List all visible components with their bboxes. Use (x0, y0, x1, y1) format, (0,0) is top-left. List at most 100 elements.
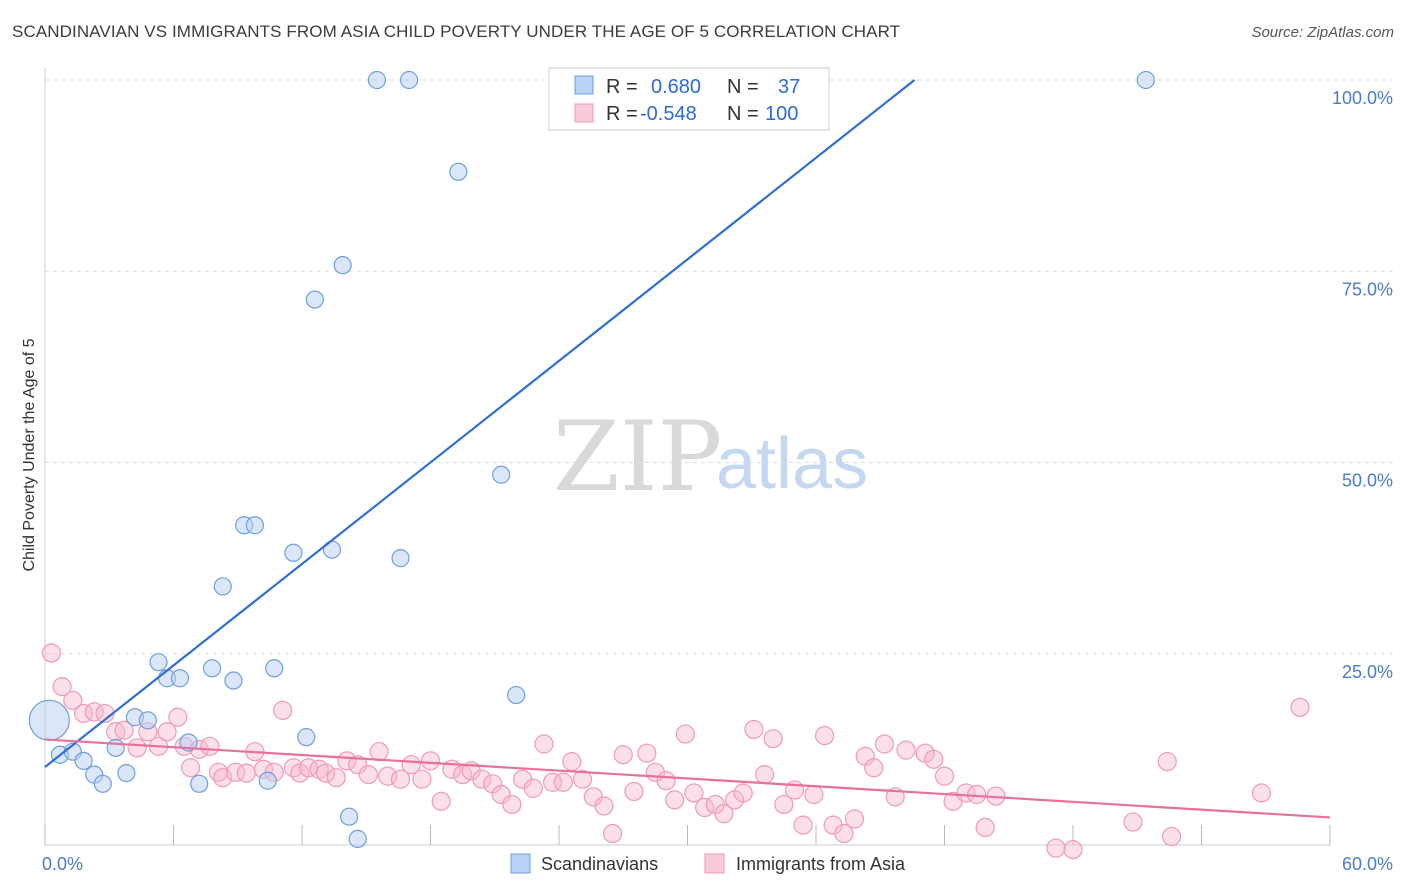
y-tick-labels: 25.0% 50.0% 75.0% 100.0% (1332, 88, 1393, 682)
series-legend: Scandinavians Immigrants from Asia (510, 853, 906, 874)
scandinavians-point-13 (179, 733, 198, 752)
asia-point-38 (412, 769, 432, 789)
legend-n-value-1: 37 (778, 76, 800, 98)
asia-point-77 (804, 784, 824, 805)
scandinavians-point-19 (245, 516, 264, 535)
asia-point-37 (401, 755, 421, 775)
source-label: Source: ZipAtlas.com (1251, 24, 1394, 41)
asia-point-83 (864, 758, 884, 778)
scandinavians-point-28 (348, 829, 367, 848)
legend-swatch-scandinavians (574, 75, 594, 95)
trend-line-asia (44, 738, 1331, 819)
scandinavians-point-9 (138, 711, 157, 730)
asia-point-8 (127, 738, 147, 758)
asia-point-33 (358, 765, 378, 785)
legend-r-value-1: 0.680 (651, 76, 701, 98)
asia-point-32 (348, 755, 368, 775)
bottom-legend-scandinavians: Scandinavians (541, 854, 658, 874)
asia-point-80 (834, 823, 854, 844)
asia-point-36 (390, 769, 411, 789)
asia-point-100 (1251, 783, 1272, 803)
y-tick-label-0: 25.0% (1342, 662, 1393, 682)
scandinavians-point-35 (1136, 70, 1155, 90)
series-scandinavians-points (28, 70, 1155, 848)
watermark: ZIP atlas (553, 401, 868, 513)
scandinavians-point-33 (492, 465, 511, 484)
scandinavians-point-20 (258, 771, 277, 790)
asia-point-19 (226, 762, 246, 782)
asia-point-72 (754, 765, 775, 785)
bottom-swatch-scandinavians (510, 853, 531, 874)
asia-point-2 (63, 690, 83, 711)
asia-point-81 (844, 809, 865, 829)
legend-r-value-2: -0.548 (640, 103, 697, 125)
asia-point-11 (157, 722, 177, 742)
asia-point-44 (472, 769, 492, 789)
scandinavians-point-22 (284, 543, 303, 562)
asia-point-88 (924, 749, 944, 769)
scandinavians-point-31 (399, 70, 419, 90)
asia-point-1 (52, 677, 72, 697)
asia-point-51 (542, 772, 563, 792)
asia-point-71 (744, 719, 764, 740)
asia-point-14 (181, 758, 201, 778)
scandinavians-point-15 (202, 659, 222, 678)
scandinavians-point-12 (170, 669, 190, 688)
asia-point-66 (695, 797, 715, 818)
y-tick-label-3: 100.0% (1332, 88, 1393, 108)
asia-point-89 (934, 766, 955, 786)
asia-point-29 (315, 763, 336, 783)
scandinavians-point-17 (224, 671, 243, 690)
asia-point-98 (1161, 826, 1182, 847)
watermark-zip: ZIP (553, 401, 722, 513)
stats-legend: R = 0.680 N = 37 R = -0.548 N = 100 (548, 67, 830, 131)
scandinavians-point-3 (74, 751, 93, 770)
asia-point-93 (975, 817, 995, 838)
x-tick-label-0: 0.0% (42, 854, 83, 874)
asia-point-68 (714, 804, 734, 824)
scandinavians-point-29 (367, 70, 387, 90)
asia-point-97 (1123, 812, 1143, 832)
asia-point-16 (200, 736, 220, 756)
bottom-swatch-asia (704, 853, 725, 874)
asia-point-31 (337, 751, 357, 771)
asia-point-12 (168, 707, 188, 727)
watermark-atlas: atlas (716, 424, 868, 504)
scandinavians-point-6 (106, 738, 125, 757)
asia-point-99 (1157, 752, 1177, 772)
asia-point-7 (114, 720, 134, 740)
asia-point-101 (1290, 697, 1310, 717)
asia-point-65 (684, 783, 704, 803)
legend-n-value-2: 100 (765, 103, 798, 125)
x-tick-label-1: 60.0% (1342, 854, 1393, 874)
scandinavians-point-14 (190, 774, 209, 793)
scandinavians-point-34 (507, 685, 526, 705)
asia-point-58 (613, 745, 633, 765)
asia-point-74 (774, 794, 794, 815)
scandinavians-point-7 (117, 763, 136, 783)
legend-n-label-1: N = (727, 76, 759, 98)
asia-point-39 (420, 751, 441, 771)
asia-point-60 (637, 743, 657, 763)
asia-point-30 (326, 768, 346, 788)
trend-line-scandinavians (44, 79, 916, 768)
series-asia-points (41, 643, 1310, 860)
scandinavians-point-16 (213, 577, 232, 596)
asia-point-0 (41, 643, 62, 663)
asia-point-63 (665, 790, 685, 810)
asia-point-18 (213, 768, 233, 788)
legend-n-label-2: N = (727, 103, 759, 125)
chart-title: SCANDINAVIAN VS IMMIGRANTS FROM ASIA CHI… (12, 22, 901, 41)
asia-point-57 (602, 823, 623, 844)
scandinavians-point-32 (449, 162, 468, 181)
stats-legend-box (548, 67, 830, 131)
asia-point-24 (273, 700, 293, 720)
y-axis-title: Child Poverty Under the Age of 5 (21, 338, 38, 571)
asia-point-56 (594, 796, 614, 816)
scandinavians-point-24 (305, 290, 324, 309)
scandinavians-point-0 (28, 699, 70, 741)
asia-point-73 (763, 729, 783, 749)
asia-point-78 (814, 726, 835, 746)
scandinavians-point-23 (297, 728, 316, 747)
